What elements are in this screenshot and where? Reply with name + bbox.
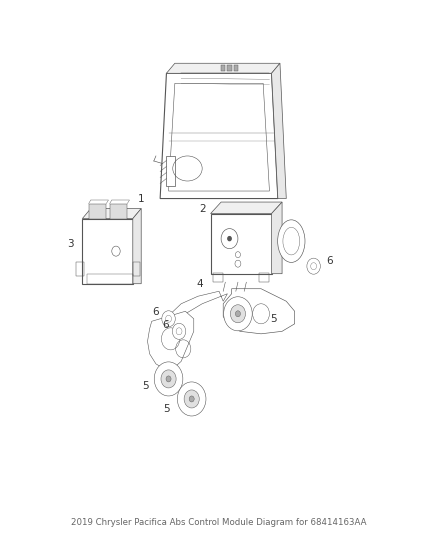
Circle shape bbox=[235, 311, 240, 317]
Text: 6: 6 bbox=[152, 307, 159, 317]
Text: 3: 3 bbox=[67, 239, 74, 248]
Polygon shape bbox=[82, 219, 133, 284]
Text: 6: 6 bbox=[326, 256, 332, 266]
Circle shape bbox=[166, 376, 171, 382]
Polygon shape bbox=[223, 289, 295, 334]
Bar bbox=[88, 204, 106, 219]
Polygon shape bbox=[272, 202, 282, 274]
Bar bbox=[133, 262, 140, 276]
Circle shape bbox=[189, 396, 194, 402]
Polygon shape bbox=[82, 208, 141, 219]
Circle shape bbox=[172, 324, 186, 340]
Text: 5: 5 bbox=[270, 314, 277, 324]
Circle shape bbox=[224, 297, 252, 331]
Text: 6: 6 bbox=[162, 320, 169, 330]
Circle shape bbox=[228, 237, 231, 240]
Bar bbox=[234, 65, 238, 71]
Bar bbox=[213, 273, 223, 282]
Text: 1: 1 bbox=[138, 193, 145, 204]
Text: 4: 4 bbox=[197, 279, 203, 289]
Text: 2: 2 bbox=[199, 204, 205, 214]
Circle shape bbox=[230, 305, 245, 323]
Polygon shape bbox=[166, 63, 280, 73]
Text: 2019 Chrysler Pacifica Abs Control Module Diagram for 68414163AA: 2019 Chrysler Pacifica Abs Control Modul… bbox=[71, 518, 367, 527]
Bar bbox=[259, 273, 269, 282]
Bar bbox=[110, 204, 127, 219]
Circle shape bbox=[162, 311, 175, 327]
Text: 5: 5 bbox=[163, 404, 170, 414]
Polygon shape bbox=[166, 156, 175, 186]
Polygon shape bbox=[158, 291, 227, 334]
Circle shape bbox=[184, 390, 199, 408]
Circle shape bbox=[161, 370, 176, 388]
Polygon shape bbox=[148, 311, 194, 369]
Ellipse shape bbox=[278, 220, 305, 262]
Polygon shape bbox=[211, 202, 282, 214]
Circle shape bbox=[154, 362, 183, 396]
Circle shape bbox=[177, 382, 206, 416]
Bar bbox=[227, 65, 232, 71]
Bar bbox=[76, 262, 84, 276]
Polygon shape bbox=[160, 73, 278, 198]
Text: 5: 5 bbox=[142, 382, 149, 391]
Polygon shape bbox=[133, 208, 141, 284]
Circle shape bbox=[307, 258, 320, 274]
Bar bbox=[221, 65, 225, 71]
Polygon shape bbox=[272, 63, 286, 198]
Bar bbox=[87, 273, 133, 284]
Polygon shape bbox=[211, 214, 272, 274]
